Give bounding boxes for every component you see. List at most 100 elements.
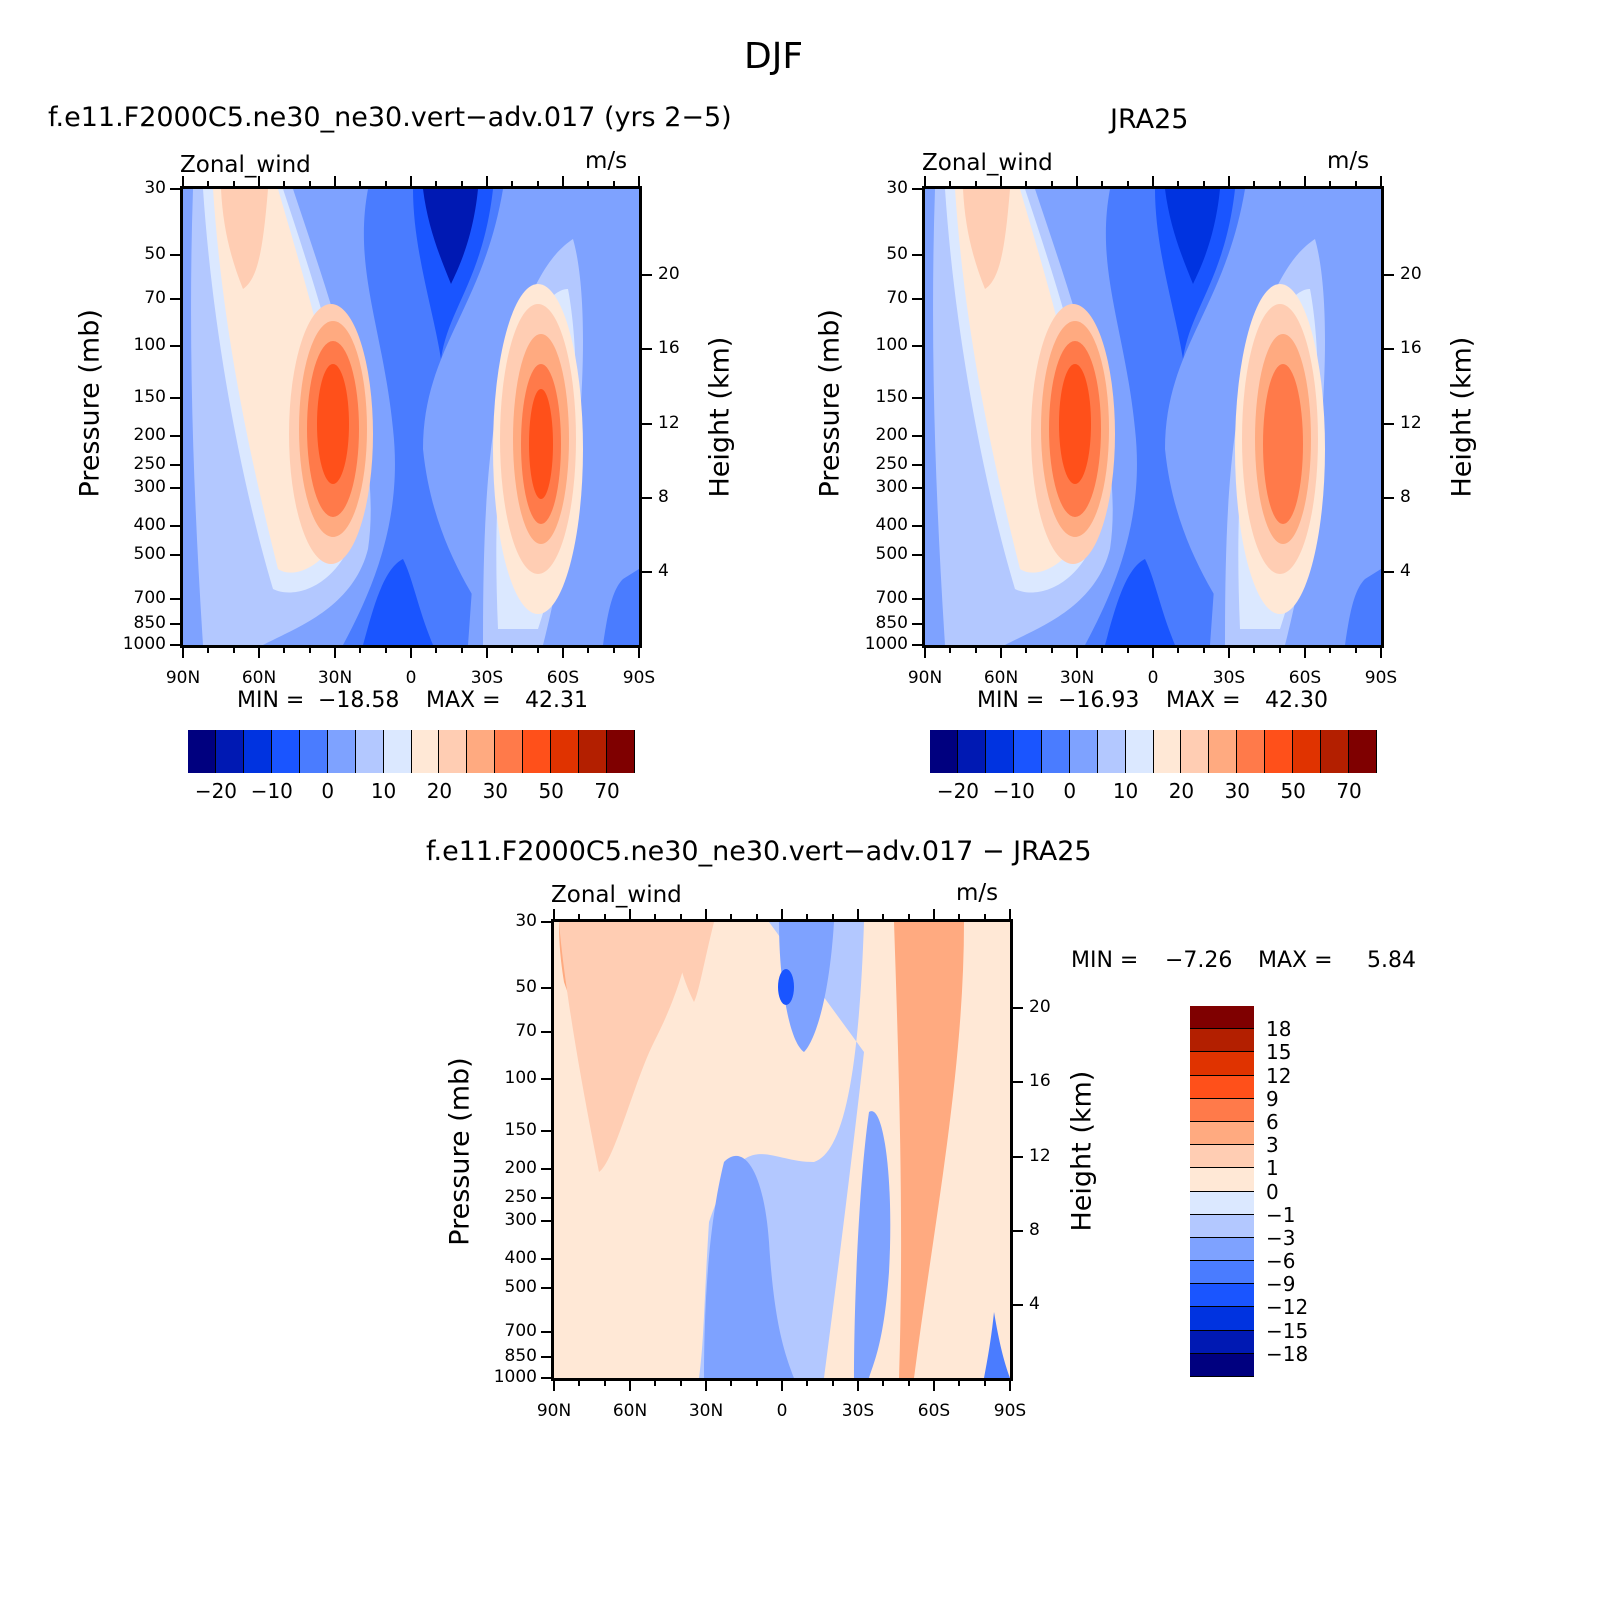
y-tick-label: 250 [133,453,166,474]
x-tick-label: 90N [907,668,943,688]
y-tick-mark [541,1130,551,1133]
y-tick-label: 850 [133,612,166,633]
x-tick-label: 90S [993,1401,1027,1421]
y-tick-label: 400 [875,514,908,535]
y-tick-label: 150 [504,1120,537,1141]
y-tick-mark [541,1196,551,1199]
colorbar-label: 70 [1336,779,1362,803]
x-tick-label: 60N [612,1401,648,1421]
y-tick-label: 1000 [493,1367,537,1387]
y-tick-label: 30 [515,911,537,931]
x-minor-tick-top [907,914,910,919]
x-tick-mark-top [486,176,488,186]
y-tick-mark [170,644,180,646]
y-tick-label: 100 [133,334,166,355]
x-tick-label: 60S [917,1401,951,1421]
x-tick-label: 30S [1212,668,1246,688]
y-tick-label: 70 [886,288,908,309]
y-tick-label: 500 [875,543,908,564]
x-minor-tick-top [730,914,733,919]
x-tick-mark-top [857,909,859,919]
nh-jet-40 [1059,364,1091,484]
contour-fill [925,189,1381,645]
colorbar-box [1190,1330,1254,1354]
y-tick-label: 500 [133,543,166,564]
x-minor-tick [831,1381,834,1386]
x-tick-mark-top [1076,176,1078,186]
x-tick-label: 60S [1288,668,1322,688]
easterly-max [423,189,478,284]
colorbar-label: −10 [250,779,293,803]
colorbar-label: 15 [1266,1040,1292,1065]
x-tick-mark-top [1009,909,1011,919]
x-tick-mark [1228,648,1230,658]
colorbar-label: 12 [1266,1063,1292,1088]
x-minor-tick [308,648,311,653]
x-tick-label: 90N [536,1401,572,1421]
colorbar-box [1190,1075,1254,1099]
x-minor-tick-top [308,181,311,186]
colorbar-box [551,730,580,773]
x-minor-tick [679,1381,682,1386]
y-tick-mark [912,434,922,437]
colorbar-box [299,730,328,773]
x-minor-tick-top [755,914,758,919]
colorbar-box [1097,730,1126,773]
x-minor-tick-top [1202,181,1205,186]
y-tick-label: 150 [875,387,908,408]
pos-anomaly-sh [894,922,964,1378]
colorbar-box [1190,1353,1254,1377]
x-tick-mark-top [705,909,707,919]
y-tick-label: 300 [875,477,908,498]
colorbar-box [355,730,384,773]
easterly-region [343,189,503,645]
contour-plot [922,186,1384,648]
x-minor-tick [958,1381,961,1386]
contour-fill [183,189,639,645]
x-minor-tick-top [958,914,961,919]
x-tick-mark-top [781,909,783,919]
x-minor-tick [907,1381,910,1386]
colorbar-box [1209,730,1238,773]
y-tick-mark [912,622,922,625]
y-right-tick-mark [1013,1007,1023,1010]
y-tick-label: 250 [875,453,908,474]
x-tick-mark [705,1381,707,1391]
x-minor-tick [612,648,615,653]
x-minor-tick-top [587,181,590,186]
max-value: 42.31 [525,688,588,713]
y-right-tick-mark [642,571,652,574]
colorbar-box [1190,1029,1254,1053]
y-tick-label: 100 [504,1067,537,1088]
x-minor-tick [1253,648,1256,653]
min-value: −7.26 [1165,948,1233,973]
y-tick-label: 100 [875,334,908,355]
y-right-tick-mark [1013,1304,1023,1307]
x-minor-tick-top [384,181,387,186]
y-tick-label: 400 [504,1247,537,1268]
y-tick-mark [912,597,922,600]
pos-anomaly-nh-outer [559,922,694,1172]
y-tick-mark [170,463,180,466]
x-tick-mark-top [258,176,260,186]
x-minor-tick [1126,648,1129,653]
colorbar-box [607,730,635,773]
x-tick-mark [182,648,184,658]
x-tick-mark [410,648,412,658]
colorbar-label: 30 [482,779,509,803]
x-tick-mark [924,648,926,658]
min-label: MIN = [1071,948,1139,973]
x-minor-tick [232,648,235,653]
x-minor-tick-top [949,181,952,186]
polar-surface [1345,569,1381,645]
y-axis-label: Pressure (mb) [444,1057,476,1246]
colorbar-box [523,730,552,773]
x-tick-label: 30N [1059,668,1095,688]
colorbar-label: 0 [1266,1179,1279,1204]
colorbar-box [957,730,986,773]
x-tick-mark [1009,1381,1011,1391]
y-right-tick-mark [1013,1230,1023,1233]
y-right-tick-mark [642,348,652,351]
colorbar-box [1181,730,1210,773]
colorbar-label: 9 [1266,1086,1279,1111]
